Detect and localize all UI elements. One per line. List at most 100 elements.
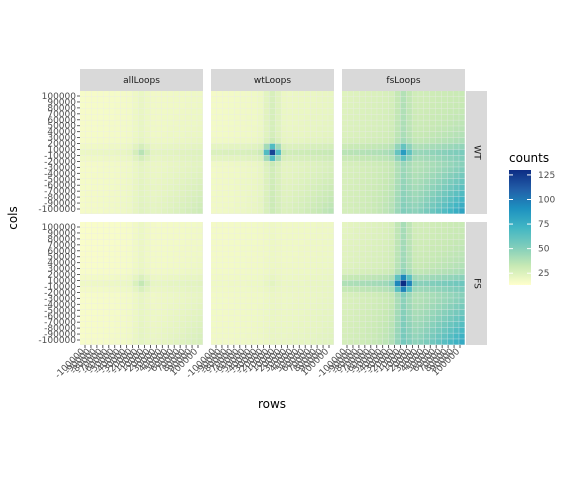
heatmap-cell	[353, 114, 360, 120]
heatmap-cell	[80, 333, 86, 339]
heatmap-cell	[132, 196, 139, 202]
heatmap-cell	[412, 114, 418, 120]
heatmap-cell	[304, 91, 311, 97]
heatmap-cell	[162, 137, 168, 144]
heatmap-cell	[400, 292, 407, 298]
heatmap-cell	[197, 120, 203, 126]
heatmap-cell	[281, 102, 287, 109]
heatmap-cell	[80, 132, 86, 138]
heatmap-cell	[359, 167, 366, 173]
heatmap-cell	[435, 268, 442, 275]
heatmap-cell	[412, 132, 418, 138]
heatmap-cell	[453, 280, 459, 287]
heatmap-cell	[197, 280, 203, 287]
heatmap-cell	[429, 309, 436, 316]
heatmap-cell	[353, 280, 360, 287]
heatmap-cell	[424, 263, 430, 269]
heatmap-cell	[167, 333, 174, 339]
heatmap-cell	[246, 108, 252, 115]
heatmap-cell	[304, 155, 311, 161]
heatmap-cell	[211, 274, 217, 281]
heatmap-cell	[406, 286, 412, 292]
heatmap-cell	[109, 96, 115, 103]
heatmap-cell	[412, 91, 418, 97]
heatmap-cell	[216, 245, 223, 251]
heatmap-cell	[371, 233, 377, 240]
heatmap-cell	[377, 304, 383, 310]
heatmap-cell	[412, 274, 418, 281]
heatmap-cell	[388, 304, 395, 310]
heatmap-cell	[388, 108, 395, 115]
heatmap-cell	[109, 190, 115, 197]
heatmap-cell	[126, 91, 133, 97]
heatmap-cell	[304, 132, 311, 138]
heatmap-cell	[304, 274, 311, 281]
heatmap-cell	[162, 155, 168, 161]
heatmap-cell	[435, 120, 442, 126]
heatmap-cell	[222, 333, 229, 339]
heatmap-cell	[126, 184, 133, 191]
heatmap-cell	[371, 333, 377, 339]
heatmap-cell	[322, 327, 328, 333]
heatmap-cell	[429, 202, 436, 208]
heatmap-cell	[322, 190, 328, 197]
heatmap-cell	[211, 298, 217, 304]
heatmap-cell	[252, 239, 258, 246]
heatmap-cell	[216, 304, 223, 310]
heatmap-cell	[167, 257, 174, 263]
heatmap-cell	[185, 132, 191, 138]
heatmap-cell	[91, 321, 98, 328]
heatmap-cell	[353, 263, 360, 269]
heatmap-cell	[459, 161, 465, 167]
heatmap-cell	[281, 161, 287, 167]
heatmap-cell	[322, 286, 328, 292]
heatmap-cell	[103, 339, 109, 345]
heatmap-cell	[377, 327, 383, 333]
heatmap-cell	[138, 298, 145, 304]
heatmap-cell	[342, 114, 348, 120]
heatmap-cell	[412, 315, 418, 322]
heatmap-cell	[316, 132, 322, 138]
heatmap-cell	[132, 239, 139, 246]
heatmap-cell	[263, 304, 270, 310]
heatmap-cell	[400, 309, 407, 316]
heatmap-cell	[191, 102, 197, 109]
heatmap-cell	[173, 257, 180, 263]
heatmap-cell	[185, 274, 191, 281]
heatmap-cell	[447, 304, 453, 310]
heatmap-cell	[394, 114, 401, 120]
heatmap-cell	[453, 108, 459, 115]
heatmap-cell	[388, 184, 395, 191]
heatmap-cell	[150, 167, 156, 173]
heatmap-cell	[91, 251, 98, 257]
heatmap-cell	[322, 245, 328, 251]
heatmap-cell	[257, 96, 264, 103]
heatmap-cell	[103, 257, 109, 263]
heatmap-cell	[162, 274, 168, 281]
heatmap-cell	[406, 184, 412, 191]
heatmap-cell	[138, 233, 145, 240]
heatmap-cell	[246, 233, 252, 240]
heatmap-cell	[435, 132, 442, 138]
heatmap-cell	[85, 173, 92, 179]
heatmap-cell	[281, 114, 287, 120]
heatmap-cell	[447, 126, 453, 132]
heatmap-cell	[293, 280, 299, 287]
heatmap-cell	[150, 222, 156, 228]
heatmap-cell	[97, 227, 104, 234]
heatmap-cell	[228, 257, 235, 263]
heatmap-cell	[383, 132, 389, 138]
heatmap-cell	[447, 327, 453, 333]
heatmap-cell	[269, 167, 276, 173]
heatmap-cell	[80, 233, 86, 240]
heatmap-cell	[418, 339, 424, 345]
heatmap-cell	[459, 137, 465, 144]
heatmap-cell	[222, 292, 229, 298]
heatmap-cell	[293, 339, 299, 345]
heatmap-cell	[234, 96, 240, 103]
heatmap-cell	[310, 274, 317, 281]
heatmap-cell	[322, 184, 328, 191]
heatmap-cell	[228, 222, 235, 228]
heatmap-cell	[211, 245, 217, 251]
heatmap-cell	[138, 239, 145, 246]
